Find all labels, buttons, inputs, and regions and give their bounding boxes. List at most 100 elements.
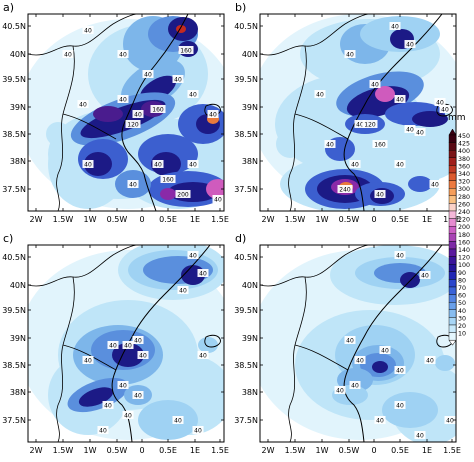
x-tick-label: 0.5E — [159, 215, 177, 224]
contour-label: 40 — [187, 160, 199, 169]
svg-text:40: 40 — [436, 100, 444, 107]
colorbar-swatch — [448, 180, 457, 189]
x-tick-label: 0.5W — [339, 446, 360, 455]
svg-text:40: 40 — [396, 253, 404, 260]
colorbar-swatch — [448, 188, 457, 197]
y-tick-label: 40N — [242, 281, 258, 290]
map-panel-a: 40 40 40 160 40 40 40 40 40 40 120 160 40 40 40 40 160 40… — [0, 0, 232, 231]
colorbar-swatch — [448, 317, 457, 326]
contour-label: 40 — [152, 160, 164, 169]
colorbar-tick-label: 425 — [458, 141, 470, 148]
colorbar-tick-label: 180 — [458, 232, 470, 239]
svg-text:200: 200 — [177, 192, 189, 199]
svg-text:40: 40 — [336, 388, 344, 395]
panel-label-d: d) — [235, 232, 247, 245]
y-tick-label: 39.5N — [2, 306, 26, 315]
x-tick-label: 1.5E — [211, 446, 229, 455]
contour-label: 40 — [132, 336, 144, 345]
x-tick-label: 1.5W — [285, 215, 306, 224]
y-tick-label: 40.5N — [234, 253, 258, 262]
svg-text:40: 40 — [376, 192, 384, 199]
contour-label: 40 — [369, 80, 381, 89]
colorbar-swatch — [448, 301, 457, 310]
svg-text:40: 40 — [356, 122, 364, 129]
contour-label: 40 — [394, 251, 406, 260]
svg-text:40: 40 — [109, 343, 117, 350]
contour-label: 40 — [379, 346, 391, 355]
svg-text:40: 40 — [119, 52, 127, 59]
contour-label: 40 — [344, 336, 356, 345]
contour-label: 40 — [117, 50, 129, 59]
y-tick-label: 40.5N — [2, 253, 26, 262]
colorbar-unit: mm — [448, 113, 466, 123]
svg-text:40: 40 — [209, 112, 217, 119]
svg-text:40: 40 — [99, 428, 107, 435]
contour-label: 40 — [314, 90, 326, 99]
svg-text:40: 40 — [406, 127, 414, 134]
x-tick-label: 2W — [262, 215, 275, 224]
contour-label: 40 — [394, 95, 406, 104]
svg-text:40: 40 — [416, 433, 424, 440]
contour-label: 40 — [82, 26, 94, 35]
svg-text:40: 40 — [129, 182, 137, 189]
contour-label: 40 — [344, 50, 356, 59]
contour-label: 40 — [439, 105, 451, 114]
x-tick-label: 1E — [190, 215, 200, 224]
y-tick-label: 38N — [10, 157, 26, 166]
contour-label: 40 — [197, 351, 209, 360]
contour-label: 40 — [394, 160, 406, 169]
colorbar-tick-label: 360 — [458, 163, 470, 170]
svg-text:40: 40 — [174, 418, 182, 425]
colorbar-swatch — [448, 165, 457, 174]
x-tick-label: 0.5E — [391, 215, 409, 224]
svg-text:40: 40 — [346, 52, 354, 59]
contour-label: 40 — [102, 401, 114, 410]
map-panel-c: 40 40 40 40 40 40 40 40 40 40 40 40 40 40 40 40 2W 1.5W 1W… — [0, 231, 232, 462]
colorbar-swatch — [448, 241, 457, 250]
contour-label: 40 — [77, 100, 89, 109]
colorbar-tick-label: 260 — [458, 201, 470, 208]
colorbar-swatch — [448, 279, 457, 288]
svg-text:40: 40 — [431, 182, 439, 189]
colorbar: 450 425 400 380 360 340 320 300 280 260 240 220 200 1… — [448, 128, 474, 348]
contour-label: 120 — [362, 120, 378, 129]
svg-text:40: 40 — [396, 368, 404, 375]
svg-text:40: 40 — [199, 353, 207, 360]
contour-label: 40 — [354, 120, 366, 129]
contour-label: 40 — [97, 426, 109, 435]
colorbar-tick-label: 380 — [458, 156, 470, 163]
colorbar-tick-label: 200 — [458, 224, 470, 231]
contour-label: 40 — [132, 391, 144, 400]
svg-text:40: 40 — [119, 383, 127, 390]
x-tick-label: 0 — [139, 215, 144, 224]
contour-label: 40 — [127, 180, 139, 189]
y-tick-label: 38.5N — [234, 361, 258, 370]
y-tick-label: 40N — [10, 50, 26, 59]
contour-label: 120 — [125, 120, 141, 129]
colorbar-swatch — [448, 332, 457, 341]
colorbar-tick-label: 340 — [458, 171, 470, 178]
y-tick-label: 39N — [10, 103, 26, 112]
contour-label: 40 — [132, 110, 144, 119]
colorbar-swatch — [448, 233, 457, 242]
y-tick-label: 39N — [242, 103, 258, 112]
svg-text:40: 40 — [371, 82, 379, 89]
coastline-c — [28, 245, 221, 442]
x-tick-label: 1.5W — [53, 215, 74, 224]
x-tick-label: 2W — [30, 446, 43, 455]
svg-text:40: 40 — [446, 418, 454, 425]
y-tick-label: 39.5N — [234, 75, 258, 84]
svg-text:40: 40 — [351, 162, 359, 169]
y-tick-label: 39N — [10, 334, 26, 343]
x-tick-label: 1E — [190, 446, 200, 455]
x-tick-label: 0 — [139, 446, 144, 455]
contour-label: 40 — [349, 160, 361, 169]
y-tick-label: 38N — [10, 388, 26, 397]
colorbar-tick-label: 30 — [458, 315, 466, 322]
contour-label: 40 — [389, 22, 401, 31]
svg-text:40: 40 — [194, 428, 202, 435]
colorbar-swatch — [448, 150, 457, 159]
contour-label: 40 — [107, 341, 119, 350]
x-tick-label: 0.5W — [107, 446, 128, 455]
